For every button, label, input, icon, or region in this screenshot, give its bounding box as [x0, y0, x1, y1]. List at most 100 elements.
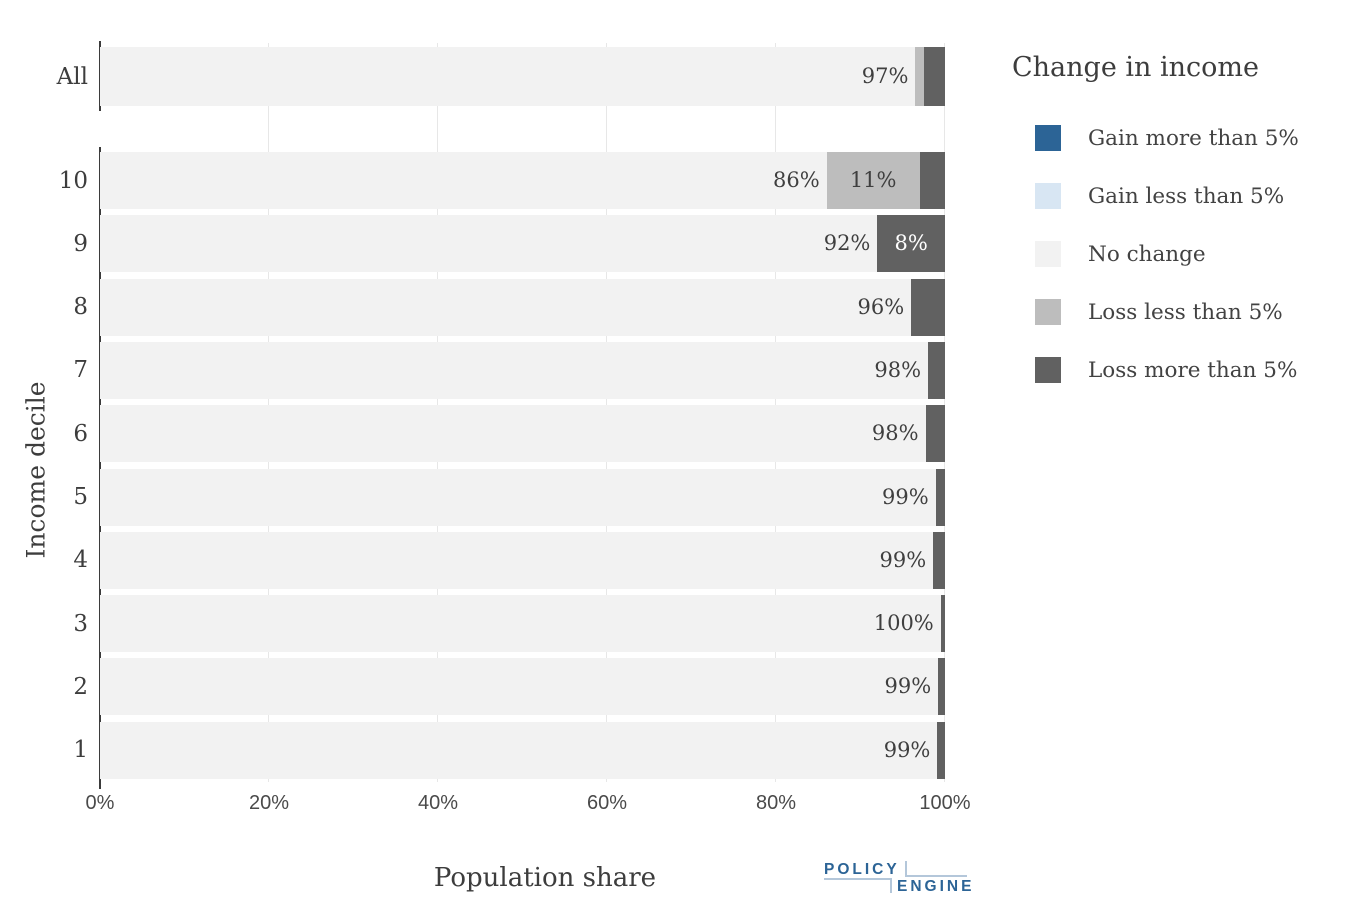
bar-track: 99% — [100, 658, 945, 716]
bar-segment-loss_more-6[interactable] — [925, 405, 945, 463]
y-axis-line-deciles — [99, 147, 101, 786]
bar-row-1: 1 99% — [73, 721, 945, 779]
bar-value-label: 99% — [884, 674, 932, 699]
bar-track: 97% — [100, 47, 945, 106]
y-tick-label-all: All — [56, 63, 88, 90]
bar-row-7: 7 98% — [73, 341, 945, 399]
bar-segment-loss_less-10[interactable]: 11% — [826, 152, 920, 209]
bar-segment-no_change-5[interactable]: 99% — [100, 468, 936, 526]
bar-track: 100% — [100, 595, 945, 653]
legend-swatch-loss_more — [1035, 357, 1061, 383]
legend-item-gain_less[interactable]: Gain less than 5% — [1012, 183, 1342, 209]
logo-bracket-icon — [824, 878, 892, 893]
legend: Change in income Gain more than 5% Gain l… — [1012, 52, 1342, 415]
legend-title: Change in income — [1012, 52, 1259, 83]
y-tick-label-9: 9 — [73, 230, 88, 257]
bar-segment-loss_more-7[interactable] — [928, 341, 945, 399]
legend-swatch-gain_less — [1035, 183, 1061, 209]
policyengine-logo: POLICY ENGINE — [824, 861, 974, 895]
bar-value-label: 99% — [882, 484, 929, 509]
bar-track: 99% — [100, 721, 945, 779]
bar-segment-loss_more-1[interactable] — [937, 721, 945, 779]
bar-value-label: 92% — [823, 231, 871, 256]
bar-segment-loss_more-all[interactable] — [923, 47, 945, 106]
bar-row-8: 8 96% — [73, 278, 945, 336]
legend-items: Gain more than 5% Gain less than 5% No cha… — [1012, 125, 1342, 383]
bar-segment-loss_more-5[interactable] — [935, 468, 945, 526]
bar-segment-no_change-2[interactable]: 99% — [100, 658, 939, 716]
bar-value-label: 99% — [883, 737, 931, 762]
y-axis-title: Income decile — [21, 381, 51, 559]
bar-track: 98% — [100, 405, 945, 463]
x-axis-title: Population share — [433, 863, 657, 893]
bar-segment-loss_more-9[interactable]: 8% — [877, 215, 945, 273]
bar-value-label: 96% — [857, 294, 905, 319]
bar-track: 99% — [100, 468, 945, 526]
bar-value-label: 86% — [773, 168, 820, 192]
y-tick-label-4: 4 — [73, 547, 88, 574]
legend-swatch-loss_less — [1035, 299, 1061, 325]
legend-label-gain_less: Gain less than 5% — [1088, 183, 1285, 209]
bar-segment-loss_more-2[interactable] — [938, 658, 945, 716]
legend-swatch-no_change — [1035, 241, 1061, 267]
bar-value-label: 97% — [861, 64, 909, 88]
legend-label-loss_less: Loss less than 5% — [1088, 299, 1283, 325]
bar-segment-loss_more-8[interactable] — [911, 278, 945, 336]
legend-label-gain_more: Gain more than 5% — [1088, 125, 1299, 151]
legend-item-gain_more[interactable]: Gain more than 5% — [1012, 125, 1342, 151]
bar-segment-loss_more-4[interactable] — [933, 531, 945, 589]
bar-segment-no_change-7[interactable]: 98% — [100, 341, 929, 399]
y-tick-label-7: 7 — [73, 357, 88, 384]
bar-segment-loss_less-all[interactable] — [915, 47, 924, 106]
bar-row-5: 5 99% — [73, 468, 945, 526]
bar-track: 96% — [100, 278, 945, 336]
x-tick-label-40%: 40% — [417, 792, 459, 814]
y-tick-label-8: 8 — [73, 294, 88, 321]
plot-area: All 97% 10 86% 11% 9 92% 8% 8 96% 7 98% 6 98% 5 99% 4 99%… — [57, 41, 971, 814]
y-tick-label-5: 5 — [73, 484, 88, 510]
legend-item-loss_more[interactable]: Loss more than 5% — [1012, 357, 1342, 383]
legend-label-loss_more: Loss more than 5% — [1088, 357, 1298, 383]
bar-segment-no_change-9[interactable]: 92% — [100, 215, 878, 273]
bar-segment-no_change-1[interactable]: 99% — [100, 721, 938, 779]
bar-value-label: 98% — [871, 421, 919, 446]
bar-value-label: 98% — [874, 357, 922, 382]
y-tick-label-1: 1 — [73, 737, 88, 764]
logo-bracket-icon — [904, 861, 967, 877]
bar-row-9: 9 92% 8% — [73, 215, 945, 273]
logo-engine-text: ENGINE — [897, 878, 975, 895]
bar-segment-no_change-6[interactable]: 98% — [100, 405, 926, 463]
legend-label-no_change: No change — [1088, 241, 1206, 267]
bar-segment-loss_more-3[interactable] — [940, 595, 945, 653]
bar-value-label: 100% — [873, 611, 934, 636]
x-tick-label-20%: 20% — [248, 792, 290, 814]
bar-value-label: 11% — [849, 168, 897, 192]
bar-track: 99% — [100, 531, 945, 589]
bar-segment-no_change-10[interactable]: 86% — [100, 152, 827, 209]
y-tick-label-6: 6 — [73, 420, 88, 447]
bar-value-label: 8% — [894, 231, 928, 256]
bar-row-6: 6 98% — [73, 405, 945, 463]
bar-track: 92% 8% — [100, 215, 945, 273]
x-tick-label-60%: 60% — [586, 792, 628, 814]
bar-segment-no_change-4[interactable]: 99% — [100, 531, 934, 589]
bar-row-2: 2 99% — [73, 658, 945, 716]
bar-row-10: 10 86% 11% — [59, 152, 945, 209]
y-tick-label-10: 10 — [58, 167, 88, 194]
legend-item-loss_less[interactable]: Loss less than 5% — [1012, 299, 1342, 325]
y-tick-label-3: 3 — [73, 610, 88, 637]
legend-item-no_change[interactable]: No change — [1012, 241, 1342, 267]
bar-segment-loss_more-10[interactable] — [919, 152, 945, 209]
y-tick-label-2: 2 — [73, 673, 88, 700]
logo-policy-text: POLICY — [824, 861, 900, 878]
x-axis-zero-tick — [99, 782, 101, 789]
bar-segment-no_change-8[interactable]: 96% — [100, 278, 912, 336]
bar-row-3: 3 100% — [73, 595, 945, 653]
bar-segment-no_change-all[interactable]: 97% — [100, 47, 916, 106]
bar-value-label: 99% — [879, 547, 927, 572]
bar-track: 98% — [100, 341, 945, 399]
bar-segment-no_change-3[interactable]: 100% — [100, 595, 941, 653]
x-tick-label-100%: 100% — [919, 792, 971, 814]
x-tick-label-0%: 0% — [85, 792, 115, 814]
